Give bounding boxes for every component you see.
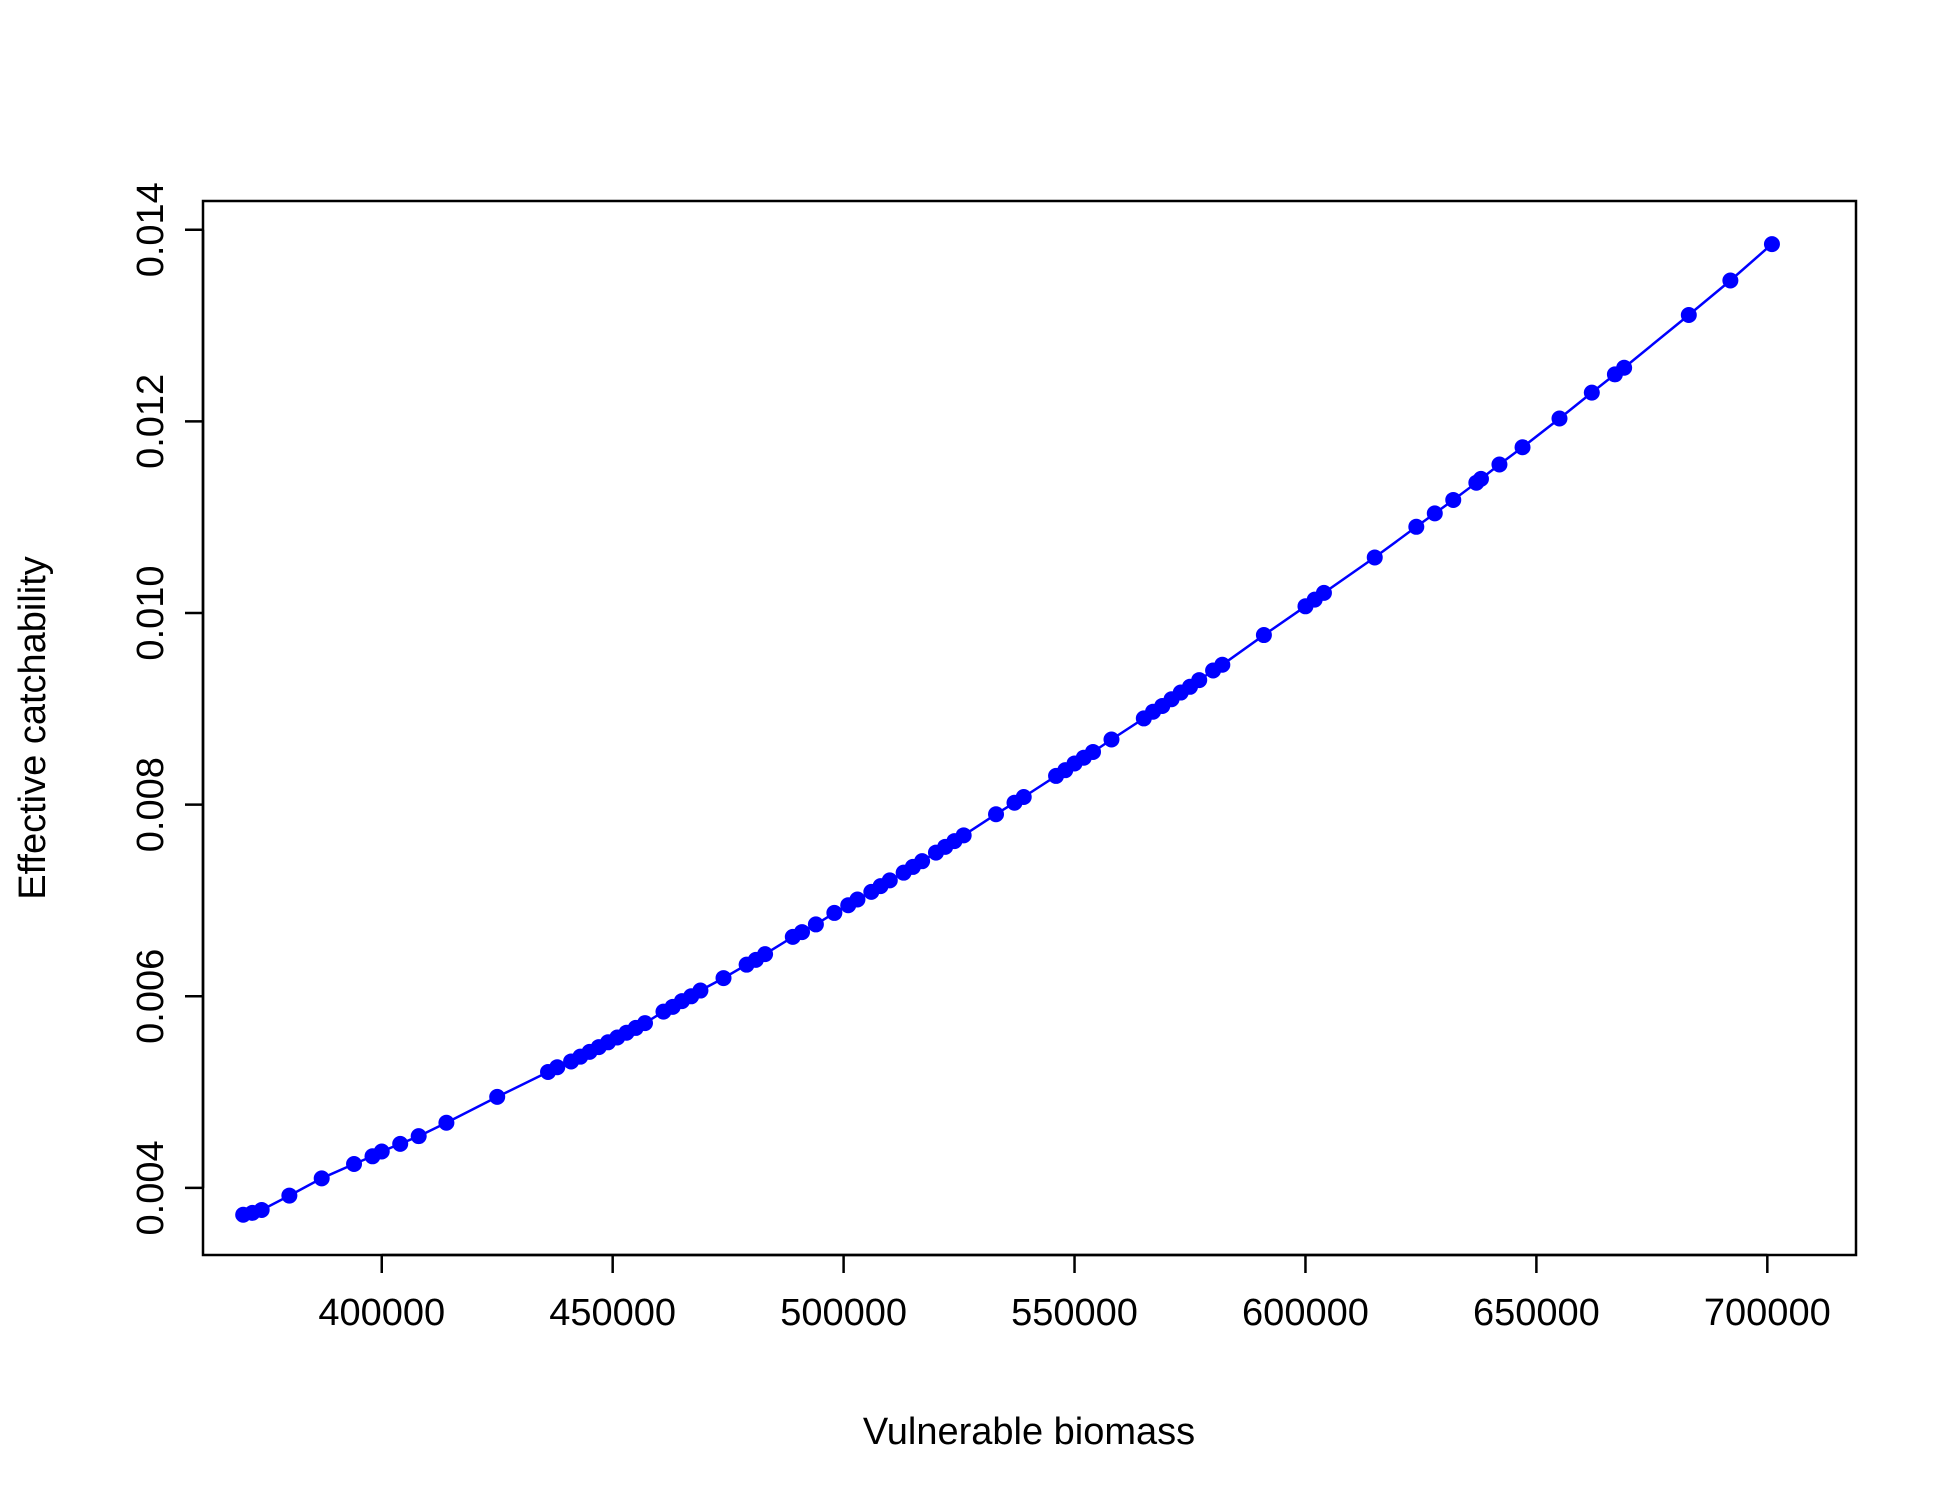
data-point [1445,491,1462,508]
y-tick-label: 0.014 [130,182,172,277]
data-point [346,1155,363,1172]
data-point [881,872,898,889]
x-axis-label: Vulnerable biomass [863,1411,1195,1453]
data-point [253,1201,270,1218]
data-point [955,827,972,844]
data-point [794,924,811,941]
data-point [1085,743,1102,760]
x-tick-label: 650000 [1473,1292,1600,1334]
data-point [1214,656,1231,673]
data-point [1583,384,1600,401]
data-point [281,1187,298,1204]
data-point [1015,788,1032,805]
x-tick-label: 450000 [549,1292,676,1334]
x-tick-label: 500000 [780,1292,907,1334]
data-point [438,1114,455,1131]
data-point [637,1015,654,1032]
y-tick-label: 0.004 [130,1140,172,1235]
data-point [1514,439,1531,456]
data-point [1315,584,1332,601]
data-point [807,916,824,933]
data-point [489,1088,506,1105]
data-point [1472,470,1489,487]
y-tick-label: 0.012 [130,374,172,469]
data-point [914,853,931,870]
x-tick-label: 700000 [1704,1292,1831,1334]
y-tick-label: 0.006 [130,949,172,1044]
data-point [373,1143,390,1160]
data-point [549,1059,566,1076]
data-point [1366,549,1383,566]
y-tick-label: 0.010 [130,565,172,660]
data-point [692,982,709,999]
data-point [849,891,866,908]
data-point [1763,236,1780,253]
data-point [1722,272,1739,289]
data-point [1255,627,1272,644]
data-point [392,1135,409,1152]
data-point [1191,672,1208,689]
data-point [988,806,1005,823]
data-point [1426,505,1443,522]
data-point [757,946,774,963]
y-axis-label: Effective catchability [12,556,54,900]
data-point [1680,307,1697,324]
x-axis: 400000 450000 500000 550000 600000 650000 7000… [318,1253,1831,1334]
x-tick-label: 400000 [318,1292,445,1334]
y-axis: 0.004 0.006 0.008 0.010 0.012 0.014 [130,182,205,1235]
data-point [1408,518,1425,535]
data-point [1551,410,1568,427]
data-point [715,970,732,987]
series-layer [235,236,1780,1223]
data-point [826,904,843,921]
data-point [1103,731,1120,748]
data-point [1616,359,1633,376]
y-tick-label: 0.008 [130,757,172,852]
data-point [1491,456,1508,473]
data-point [313,1170,330,1187]
x-tick-label: 550000 [1011,1292,1138,1334]
x-tick-label: 600000 [1242,1292,1369,1334]
data-point [410,1128,427,1145]
